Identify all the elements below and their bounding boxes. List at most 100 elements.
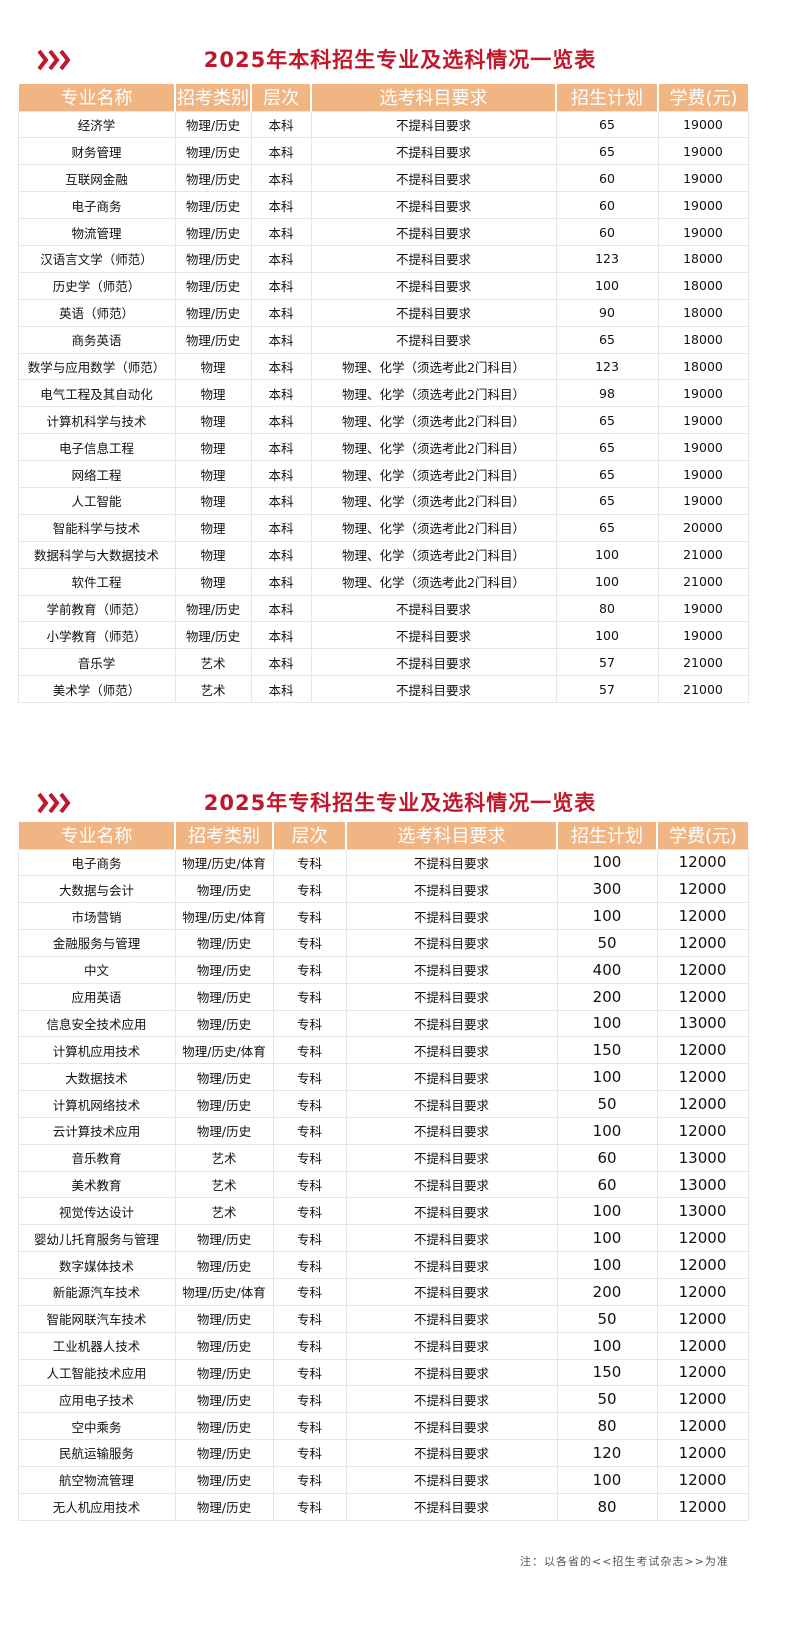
table-cell: 19000 xyxy=(657,110,749,139)
table-cell: 50 xyxy=(556,1090,658,1118)
table-row: 空中乘务 物理/历史 专科 不提科目要求 80 12000 xyxy=(17,1412,749,1441)
table-cell: 物理/历史/体育 xyxy=(174,1278,274,1306)
table-cell: 100 xyxy=(555,271,659,300)
table-cell: 艺术 xyxy=(174,648,252,677)
table-cell: 21000 xyxy=(657,648,749,677)
table-row: 智能网联汽车技术 物理/历史 专科 不提科目要求 50 12000 xyxy=(17,1304,749,1333)
table-cell: 本科 xyxy=(250,567,312,596)
table-cell: 65 xyxy=(555,406,659,435)
table-cell: 300 xyxy=(556,875,658,904)
table-cell: 100 xyxy=(556,1009,658,1038)
table-cell: 计算机科学与技术 xyxy=(17,406,176,435)
table-cell: 大数据技术 xyxy=(17,1063,176,1092)
table-cell: 专科 xyxy=(272,1224,347,1253)
table-cell: 200 xyxy=(556,982,658,1011)
table-cell: 123 xyxy=(555,244,659,273)
table-cell: 200 xyxy=(556,1278,658,1306)
table-cell: 物理、化学（须选考此2门科目） xyxy=(310,433,557,462)
table-cell: 电子商务 xyxy=(17,191,176,220)
table-cell: 12000 xyxy=(656,875,749,904)
table-cell: 12000 xyxy=(656,1251,749,1279)
table-row: 航空物流管理 物理/历史 专科 不提科目要求 100 12000 xyxy=(17,1465,749,1494)
table-cell: 50 xyxy=(556,929,658,957)
table-cell: 50 xyxy=(556,1304,658,1333)
table-row: 婴幼儿托育服务与管理 物理/历史 专科 不提科目要求 100 12000 xyxy=(17,1224,749,1253)
table-cell: 美术教育 xyxy=(17,1170,176,1199)
table-cell: 本科 xyxy=(250,433,312,462)
table-cell: 物理/历史 xyxy=(174,875,274,904)
table-cell: 60 xyxy=(556,1143,658,1172)
table-row: 小学教育（师范） 物理/历史 本科 不提科目要求 100 19000 xyxy=(17,621,749,650)
table-cell: 不提科目要求 xyxy=(310,137,557,166)
table-cell: 物理/历史 xyxy=(174,929,274,957)
table-cell: 100 xyxy=(556,1197,658,1226)
table-cell: 不提科目要求 xyxy=(345,1251,558,1279)
table-row: 电子商务 物理/历史 本科 不提科目要求 60 19000 xyxy=(17,191,749,220)
table-cell: 物理/历史 xyxy=(174,1465,274,1494)
zhuanke-table: 专业名称 招考类别 层次 选考科目要求 招生计划 学费(元) 电子商务 物理/历史/体育 专科不… xyxy=(17,822,749,1521)
table-cell: 60 xyxy=(555,191,659,220)
table-cell: 不提科目要求 xyxy=(345,982,558,1011)
table-cell: 物理/历史 xyxy=(174,218,252,246)
table-cell: 本科 xyxy=(250,406,312,435)
table-cell: 专科 xyxy=(272,1304,347,1333)
table-cell: 不提科目要求 xyxy=(345,1331,558,1360)
table-row: 英语（师范） 物理/历史 本科 不提科目要求 90 18000 xyxy=(17,298,749,327)
table-row: 市场营销 物理/历史/体育 专科 不提科目要求 100 12000 xyxy=(17,902,749,931)
table-cell: 12000 xyxy=(656,1278,749,1306)
table-cell: 物理/历史 xyxy=(174,982,274,1011)
table-cell: 无人机应用技术 xyxy=(17,1492,176,1521)
table-cell: 工业机器人技术 xyxy=(17,1331,176,1360)
table-cell: 专科 xyxy=(272,982,347,1011)
table-cell: 计算机应用技术 xyxy=(17,1036,176,1065)
table-cell: 物理/历史 xyxy=(174,1063,274,1092)
table-cell: 57 xyxy=(555,648,659,677)
table-cell: 历史学（师范） xyxy=(17,271,176,300)
table-cell: 不提科目要求 xyxy=(345,848,558,877)
table-cell: 100 xyxy=(555,567,659,596)
table-cell: 物理 xyxy=(174,513,252,542)
table-cell: 物理/历史 xyxy=(174,137,252,166)
table-cell: 12000 xyxy=(656,1412,749,1441)
table-cell: 中文 xyxy=(17,955,176,984)
table-cell: 物理 xyxy=(174,540,252,569)
table-cell: 物理/历史 xyxy=(174,1439,274,1467)
table-cell: 不提科目要求 xyxy=(345,955,558,984)
table-cell: 12000 xyxy=(656,902,749,931)
table-cell: 19000 xyxy=(657,486,749,515)
table-cell: 专科 xyxy=(272,955,347,984)
table-cell: 65 xyxy=(555,486,659,515)
table-cell: 物理/历史 xyxy=(174,1304,274,1333)
table-cell: 财务管理 xyxy=(17,137,176,166)
table-cell: 本科 xyxy=(250,648,312,677)
table-cell: 120 xyxy=(556,1439,658,1467)
table-cell: 不提科目要求 xyxy=(345,1036,558,1065)
table-cell: 50 xyxy=(556,1385,658,1414)
table-cell: 12000 xyxy=(656,1063,749,1092)
table-row: 视觉传达设计 艺术 专科 不提科目要求 100 13000 xyxy=(17,1197,749,1226)
table-cell: 人工智能 xyxy=(17,486,176,515)
table-cell: 视觉传达设计 xyxy=(17,1197,176,1226)
table-cell: 不提科目要求 xyxy=(345,902,558,931)
table-cell: 本科 xyxy=(250,271,312,300)
table-cell: 专科 xyxy=(272,1439,347,1467)
table-cell: 19000 xyxy=(657,164,749,193)
table-cell: 物理/历史/体育 xyxy=(174,902,274,931)
table-cell: 19000 xyxy=(657,621,749,650)
table-cell: 本科 xyxy=(250,513,312,542)
table-cell: 市场营销 xyxy=(17,902,176,931)
table-row: 互联网金融 物理/历史 本科 不提科目要求 60 19000 xyxy=(17,164,749,193)
table-cell: 19000 xyxy=(657,406,749,435)
table-cell: 应用电子技术 xyxy=(17,1385,176,1414)
table-cell: 150 xyxy=(556,1358,658,1387)
table-cell: 400 xyxy=(556,955,658,984)
table-cell: 音乐教育 xyxy=(17,1143,176,1172)
table-cell: 不提科目要求 xyxy=(345,1412,558,1441)
table-row: 物流管理 物理/历史 本科 不提科目要求 60 19000 xyxy=(17,218,749,246)
table-cell: 物理/历史 xyxy=(174,164,252,193)
table-cell: 100 xyxy=(556,902,658,931)
table-cell: 专科 xyxy=(272,1492,347,1521)
table-cell: 大数据与会计 xyxy=(17,875,176,904)
table-cell: 本科 xyxy=(250,218,312,246)
table-cell: 物理/历史 xyxy=(174,955,274,984)
